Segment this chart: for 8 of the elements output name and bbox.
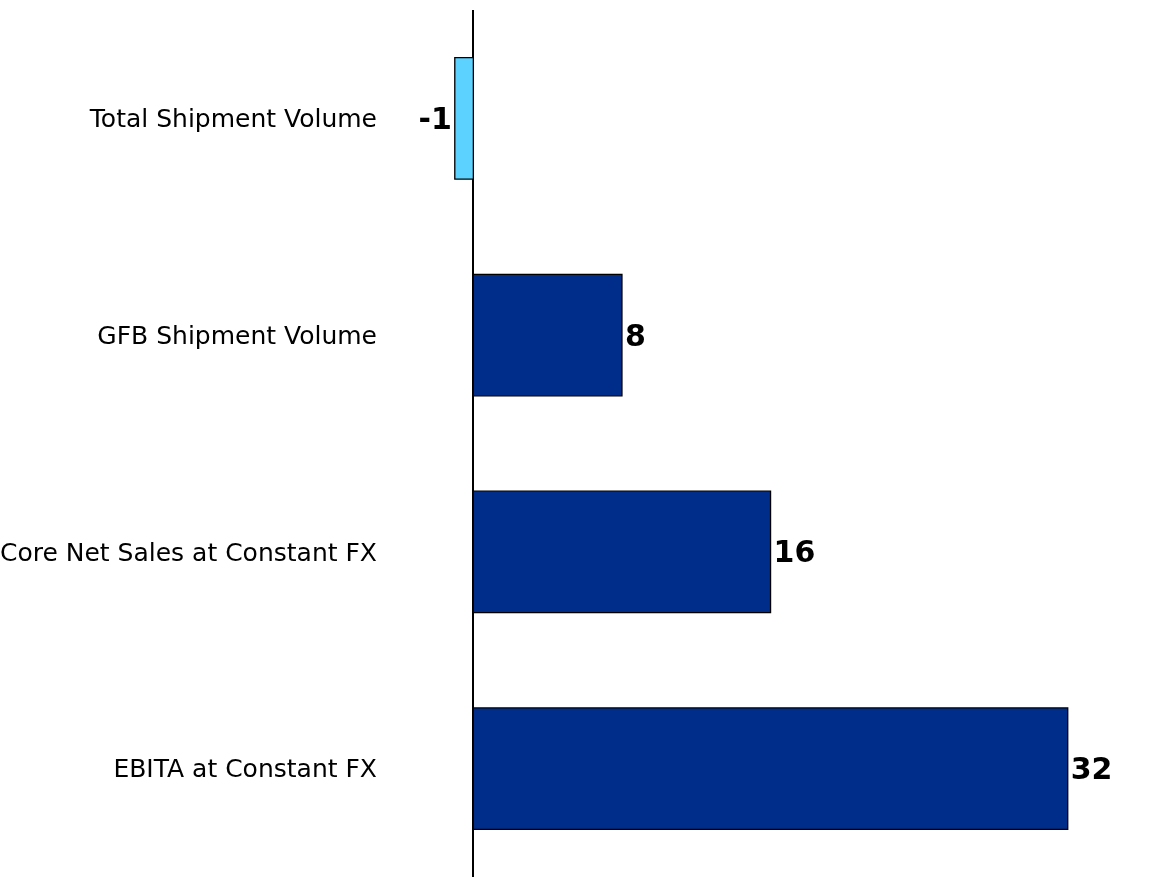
data-label: 8 — [624, 317, 646, 353]
data-label: -1 — [418, 100, 452, 136]
y-tick-label: GFB Shipment Volume — [97, 320, 377, 350]
y-tick-label: EBITA at Constant FX — [113, 754, 377, 784]
y-tick-label: Total Shipment Volume — [88, 104, 377, 134]
y-tick-label: Core Net Sales at Constant FX — [0, 537, 377, 567]
data-label: 32 — [1070, 751, 1113, 787]
data-label: 16 — [773, 534, 816, 570]
